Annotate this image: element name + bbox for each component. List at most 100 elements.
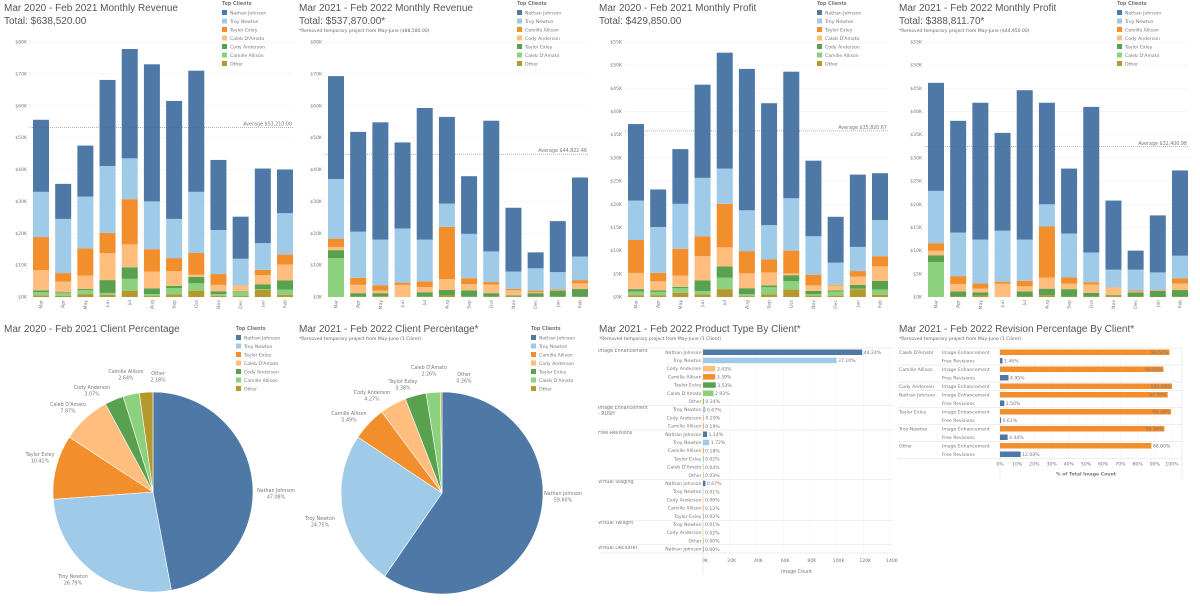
bar-segment	[872, 256, 888, 267]
y-tick-label: $60K	[310, 103, 323, 109]
bar-segment	[505, 271, 522, 290]
bar-segment	[143, 294, 160, 297]
product-label: Image Enhancement	[942, 427, 990, 433]
bar-segment	[438, 226, 455, 280]
bar-segment	[972, 292, 989, 296]
bar-segment	[254, 269, 271, 276]
bar-segment	[572, 177, 588, 257]
bar-segment	[55, 218, 72, 274]
x-tick-label: Jan	[555, 300, 561, 308]
bar-segment	[254, 275, 271, 285]
bar-segment	[527, 293, 544, 297]
y-tick-label: $20K	[910, 202, 923, 208]
x-tick-label: Sep	[172, 300, 178, 309]
bar-segment	[461, 290, 478, 297]
y-tick-label: $70K	[310, 71, 323, 77]
bar-segment	[805, 295, 822, 297]
category-label-text: Virtual Twilight	[598, 521, 634, 527]
x-tick-label: Apr	[356, 300, 362, 308]
bar-segment	[1061, 283, 1078, 290]
legend: Top Clients Nathan Johnson Troy Newton Tayl…	[817, 1, 861, 67]
bar-segment	[416, 292, 433, 297]
bar	[1000, 349, 1170, 355]
bar-segment	[1038, 102, 1055, 205]
chart-note: *Removed temporary project from May-June…	[899, 29, 1030, 34]
chart-title: Mar 2021 - Feb 2022 Monthly Profit	[899, 3, 1057, 14]
bar-value-label: 0.12%	[705, 506, 720, 512]
x-tick-label: 120K	[859, 558, 872, 564]
bar-segment	[438, 289, 455, 296]
bar-segment	[254, 243, 271, 270]
legend-swatch	[517, 10, 522, 15]
bar-segment	[1105, 200, 1122, 270]
slice-pct-label: 3.38%	[395, 386, 411, 392]
x-tick-label: Mar	[634, 300, 640, 309]
bar-segment	[277, 213, 293, 255]
bar-segment	[972, 283, 989, 289]
bar-segment	[328, 238, 344, 247]
bar-segment	[254, 289, 271, 297]
legend-label: Nathan Johnson	[539, 335, 575, 341]
client-label: Taylor Exley	[898, 410, 927, 416]
y-tick-label: $10K	[610, 248, 623, 254]
category-label: Free Revisions	[598, 431, 632, 436]
x-tick-label: 0K	[702, 558, 709, 564]
y-tick-label: $10K	[910, 248, 923, 254]
bar-segment	[928, 243, 944, 251]
bar-segment	[461, 176, 478, 234]
bar	[703, 480, 706, 487]
bar	[703, 431, 708, 437]
bar-segment	[716, 203, 733, 248]
bar-segment	[1016, 291, 1033, 297]
y-tick-label: $45K	[910, 86, 923, 92]
bar-segment	[166, 285, 183, 289]
legend-title: Top Clients	[222, 1, 252, 7]
client-label: Other	[688, 473, 701, 479]
bar-segment	[783, 289, 800, 297]
bar-segment	[527, 268, 544, 291]
bar-segment	[628, 272, 644, 290]
bar-value-label: 95.56%	[1146, 427, 1164, 433]
bar-segment	[849, 174, 866, 247]
slice-name-label: Troy Newton	[304, 516, 335, 522]
x-tick-label: Nov	[216, 300, 222, 309]
chart-title: Mar 2020 - Feb 2021 Client Percentage	[4, 324, 180, 335]
product-label: Free Revisions	[942, 418, 975, 424]
legend-label: Troy Newton	[229, 19, 259, 25]
bar-value-label: 44.24%	[864, 350, 882, 356]
bar-segment	[188, 290, 205, 297]
bar-segment	[1061, 168, 1078, 234]
product-label: Image Enhancement	[942, 384, 990, 390]
x-tick-label: Mar	[39, 300, 45, 309]
bar	[1000, 451, 1021, 457]
product-label: Free Revisions	[942, 435, 975, 441]
bar-segment	[1172, 255, 1188, 279]
legend-label: Camille Allison	[525, 27, 559, 33]
y-tick-label: $15K	[610, 225, 623, 231]
bar-segment	[210, 284, 227, 292]
chart-note: *Removed temporary project from May-June…	[599, 337, 721, 342]
bar-segment	[166, 100, 183, 219]
y-tick-label: $5K	[913, 271, 923, 277]
x-tick-label: 100%	[1165, 462, 1179, 468]
bar-value-label: 0.00%	[705, 547, 720, 553]
bar-segment	[738, 273, 755, 289]
legend-swatch	[517, 27, 522, 32]
bar-segment	[761, 287, 778, 295]
bar-segment	[827, 290, 844, 292]
x-tick-label: Jul	[722, 300, 728, 307]
bar-segment	[232, 291, 249, 292]
bar-segment	[99, 253, 116, 281]
bar-segment	[572, 256, 588, 281]
x-tick-label: Aug	[1044, 300, 1050, 309]
client-pct-2021-panel: Mar 2021 - Feb 2022 Client Percentage* *…	[295, 320, 595, 606]
x-tick-label: Jun	[700, 300, 706, 308]
slice-name-label: Taylor Exley	[25, 452, 55, 458]
legend: Top Clients Nathan Johnson Troy Newton Cami…	[531, 326, 575, 392]
bar-segment	[1105, 296, 1122, 297]
bar-segment	[33, 295, 49, 297]
bar	[703, 472, 704, 478]
legend-label: Nathan Johnson	[244, 335, 280, 341]
profit-2020-panel: Mar 2020 - Feb 2021 Monthly Profit Total…	[595, 0, 895, 315]
client-label: Troy Newton	[672, 489, 702, 495]
